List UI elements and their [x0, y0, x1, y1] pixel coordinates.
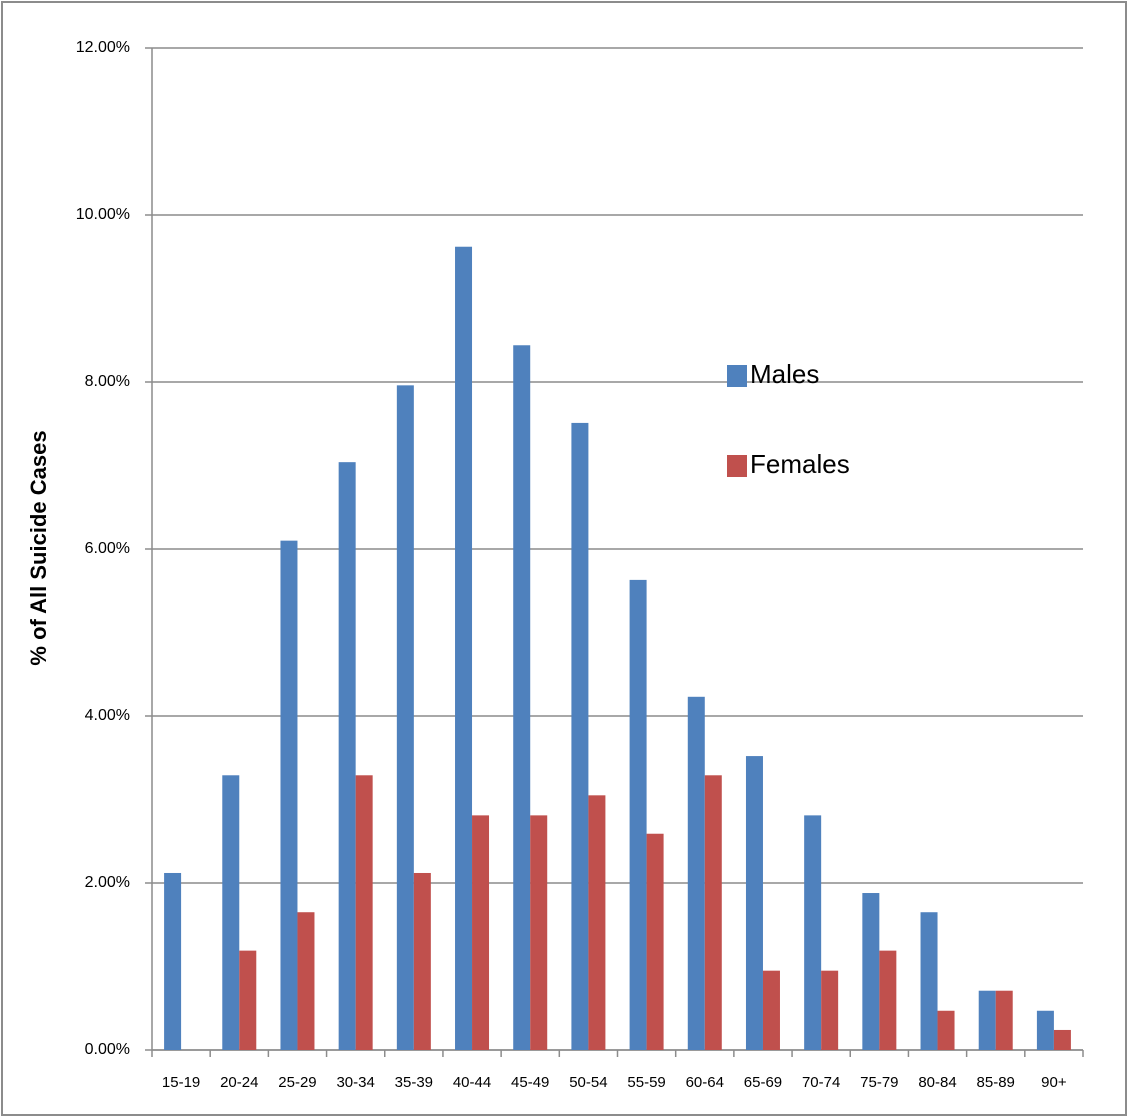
bar [804, 815, 822, 1050]
x-tick-label: 25-29 [278, 1074, 316, 1091]
y-tick-label: 12.00% [76, 39, 130, 56]
bar [571, 422, 589, 1050]
bar [1036, 1010, 1054, 1050]
bar [879, 950, 897, 1050]
bar [646, 833, 664, 1050]
bar [164, 872, 182, 1050]
x-tick-label: 75-79 [860, 1074, 898, 1091]
x-tick-label: 40-44 [453, 1074, 491, 1091]
bar [239, 950, 257, 1050]
x-tick-label: 30-34 [336, 1074, 374, 1091]
bar [297, 912, 315, 1050]
y-axis-title: % of All Suicide Cases [26, 430, 51, 665]
bar [862, 893, 880, 1050]
bar [920, 912, 938, 1050]
bar [762, 970, 780, 1050]
bar [355, 775, 373, 1050]
legend-label: Males [750, 359, 819, 389]
bar [455, 246, 473, 1051]
bar [222, 775, 240, 1050]
bar [513, 345, 531, 1050]
bar [745, 756, 763, 1050]
bar [978, 990, 996, 1050]
y-tick-label: 10.00% [76, 206, 130, 223]
x-tick-label: 35-39 [395, 1074, 433, 1091]
y-tick-label: 8.00% [85, 373, 130, 390]
x-tick-label: 80-84 [918, 1074, 956, 1091]
x-tick-label: 90+ [1041, 1074, 1067, 1091]
x-tick-label: 70-74 [802, 1074, 840, 1091]
bar [995, 990, 1013, 1050]
bar [530, 815, 548, 1050]
x-tick-label: 60-64 [686, 1074, 724, 1091]
bar [704, 775, 722, 1050]
legend-swatch [727, 455, 747, 477]
bar [396, 385, 414, 1051]
bar [687, 696, 705, 1050]
bar [280, 540, 298, 1050]
legend-label: Females [750, 449, 850, 479]
bar [821, 970, 839, 1050]
bar [338, 462, 356, 1050]
bar [472, 815, 490, 1050]
y-tick-label: 4.00% [85, 707, 130, 724]
bar [588, 795, 606, 1050]
x-tick-label: 85-89 [977, 1074, 1015, 1091]
y-tick-label: 0.00% [85, 1041, 130, 1058]
y-tick-label: 6.00% [85, 540, 130, 557]
x-tick-label: 50-54 [569, 1074, 607, 1091]
bar [1053, 1029, 1071, 1050]
x-tick-label: 65-69 [744, 1074, 782, 1091]
bar [629, 579, 647, 1050]
y-tick-label: 2.00% [85, 874, 130, 891]
x-tick-label: 55-59 [627, 1074, 665, 1091]
legend-swatch [727, 365, 747, 387]
x-tick-label: 15-19 [162, 1074, 200, 1091]
x-tick-label: 20-24 [220, 1074, 258, 1091]
x-tick-label: 45-49 [511, 1074, 549, 1091]
bar [937, 1010, 955, 1050]
bar [413, 872, 431, 1050]
